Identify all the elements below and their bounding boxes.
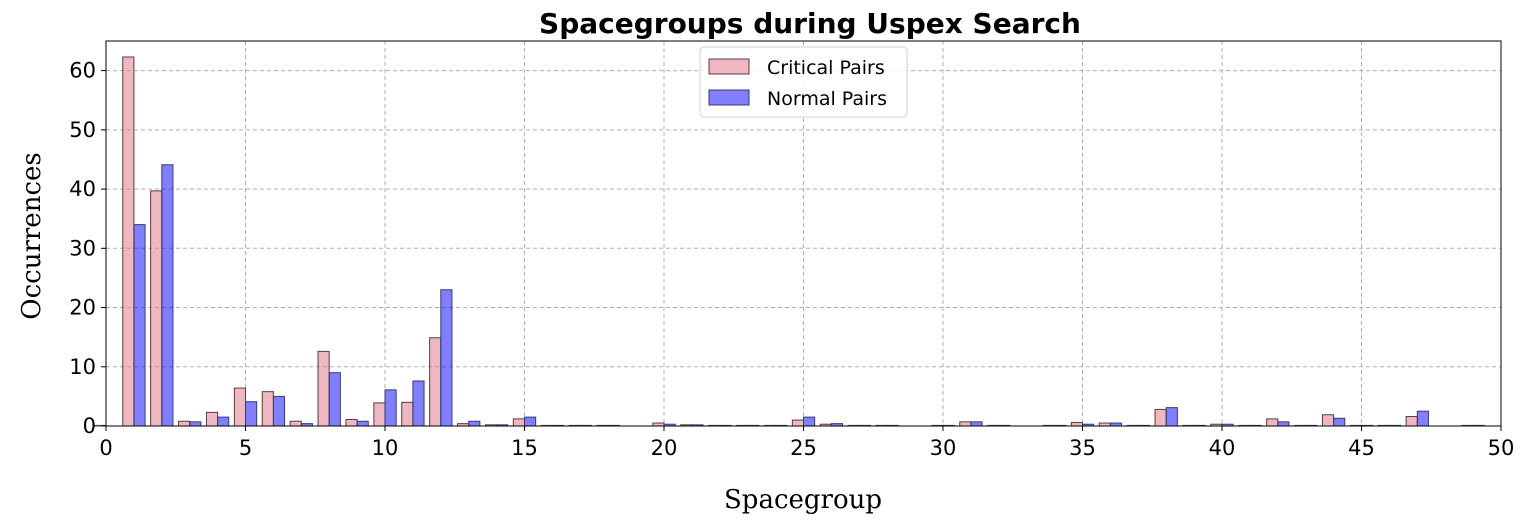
bar-normal-pairs [524,416,537,427]
bar-normal-pairs [803,416,816,427]
y-tick-label: 10 [69,355,96,379]
y-tick-label: 20 [69,296,96,320]
legend: Critical Pairs Normal Pairs [699,46,908,118]
y-tick-label: 30 [69,236,96,260]
bar-critical-pairs [205,411,219,427]
bar-critical-pairs [178,420,191,427]
grid [105,41,1502,427]
bar-critical-pairs [289,420,302,427]
bar-normal-pairs [1277,421,1290,427]
axis-ticks: 0 5 10 15 20 25 30 35 40 45 50 0 10 20 30 40 50 60 [69,59,1514,460]
bar-normal-pairs [272,395,286,427]
x-tick-label: 5 [239,436,252,460]
bar-normal-pairs [217,416,230,427]
bar-normal-pairs [133,224,146,427]
bar-normal-pairs [1165,407,1178,427]
bar-critical-pairs [150,190,163,427]
y-axis-label: Occurrences [17,152,47,319]
x-tick-label: 30 [930,436,957,460]
bar-normal-pairs [384,389,397,427]
bar-normal-pairs [412,380,425,427]
bar-normal-pairs [161,164,174,427]
legend-label-normal-pairs: Normal Pairs [767,88,887,110]
legend-swatch-normal-pairs [708,89,750,106]
legend-label-critical-pairs: Critical Pairs [767,57,885,79]
x-tick-label: 10 [372,436,399,460]
bar-critical-pairs [1321,414,1335,427]
y-tick-label: 40 [69,177,96,201]
x-tick-label: 40 [1209,436,1236,460]
x-tick-label: 45 [1348,436,1375,460]
bar-critical-pairs [261,391,274,427]
bar-critical-pairs [959,421,972,427]
bar-critical-pairs [345,418,358,427]
bar-critical-pairs [1154,408,1167,427]
bar-critical-pairs [1405,416,1418,427]
bar-critical-pairs [373,402,386,427]
bar-critical-pairs [512,418,526,427]
bar-normal-pairs [189,421,202,427]
bar-normal-pairs [440,289,453,427]
bar-normal-pairs [468,420,481,427]
bar-normal-pairs [1416,410,1429,427]
legend-box [699,46,908,118]
bar-normal-pairs [245,401,258,427]
chart-title: Spacegroups during Uspex Search [539,7,1081,40]
bar-critical-pairs [791,419,805,427]
x-tick-label: 0 [99,436,112,460]
y-tick-label: 60 [69,59,96,83]
bar-normal-pairs [356,420,369,427]
bar-critical-pairs [317,350,330,427]
x-axis-label: Spacegroup [724,485,882,515]
y-tick-label: 0 [83,414,96,438]
bar-normal-pairs [1333,417,1346,427]
bar-normal-pairs [970,421,983,427]
x-tick-label: 25 [790,436,817,460]
x-tick-label: 50 [1488,436,1515,460]
x-tick-label: 35 [1069,436,1096,460]
bar-critical-pairs [122,56,135,427]
bar-critical-pairs [233,387,246,427]
bar-critical-pairs [1070,421,1083,427]
y-tick-label: 50 [69,118,96,142]
x-tick-label: 20 [651,436,678,460]
x-tick-label: 15 [511,436,538,460]
bar-normal-pairs [328,372,341,427]
bar-critical-pairs [401,401,414,427]
legend-swatch-critical-pairs [708,58,750,75]
bar-critical-pairs [429,337,442,427]
bar-critical-pairs [1266,418,1279,427]
